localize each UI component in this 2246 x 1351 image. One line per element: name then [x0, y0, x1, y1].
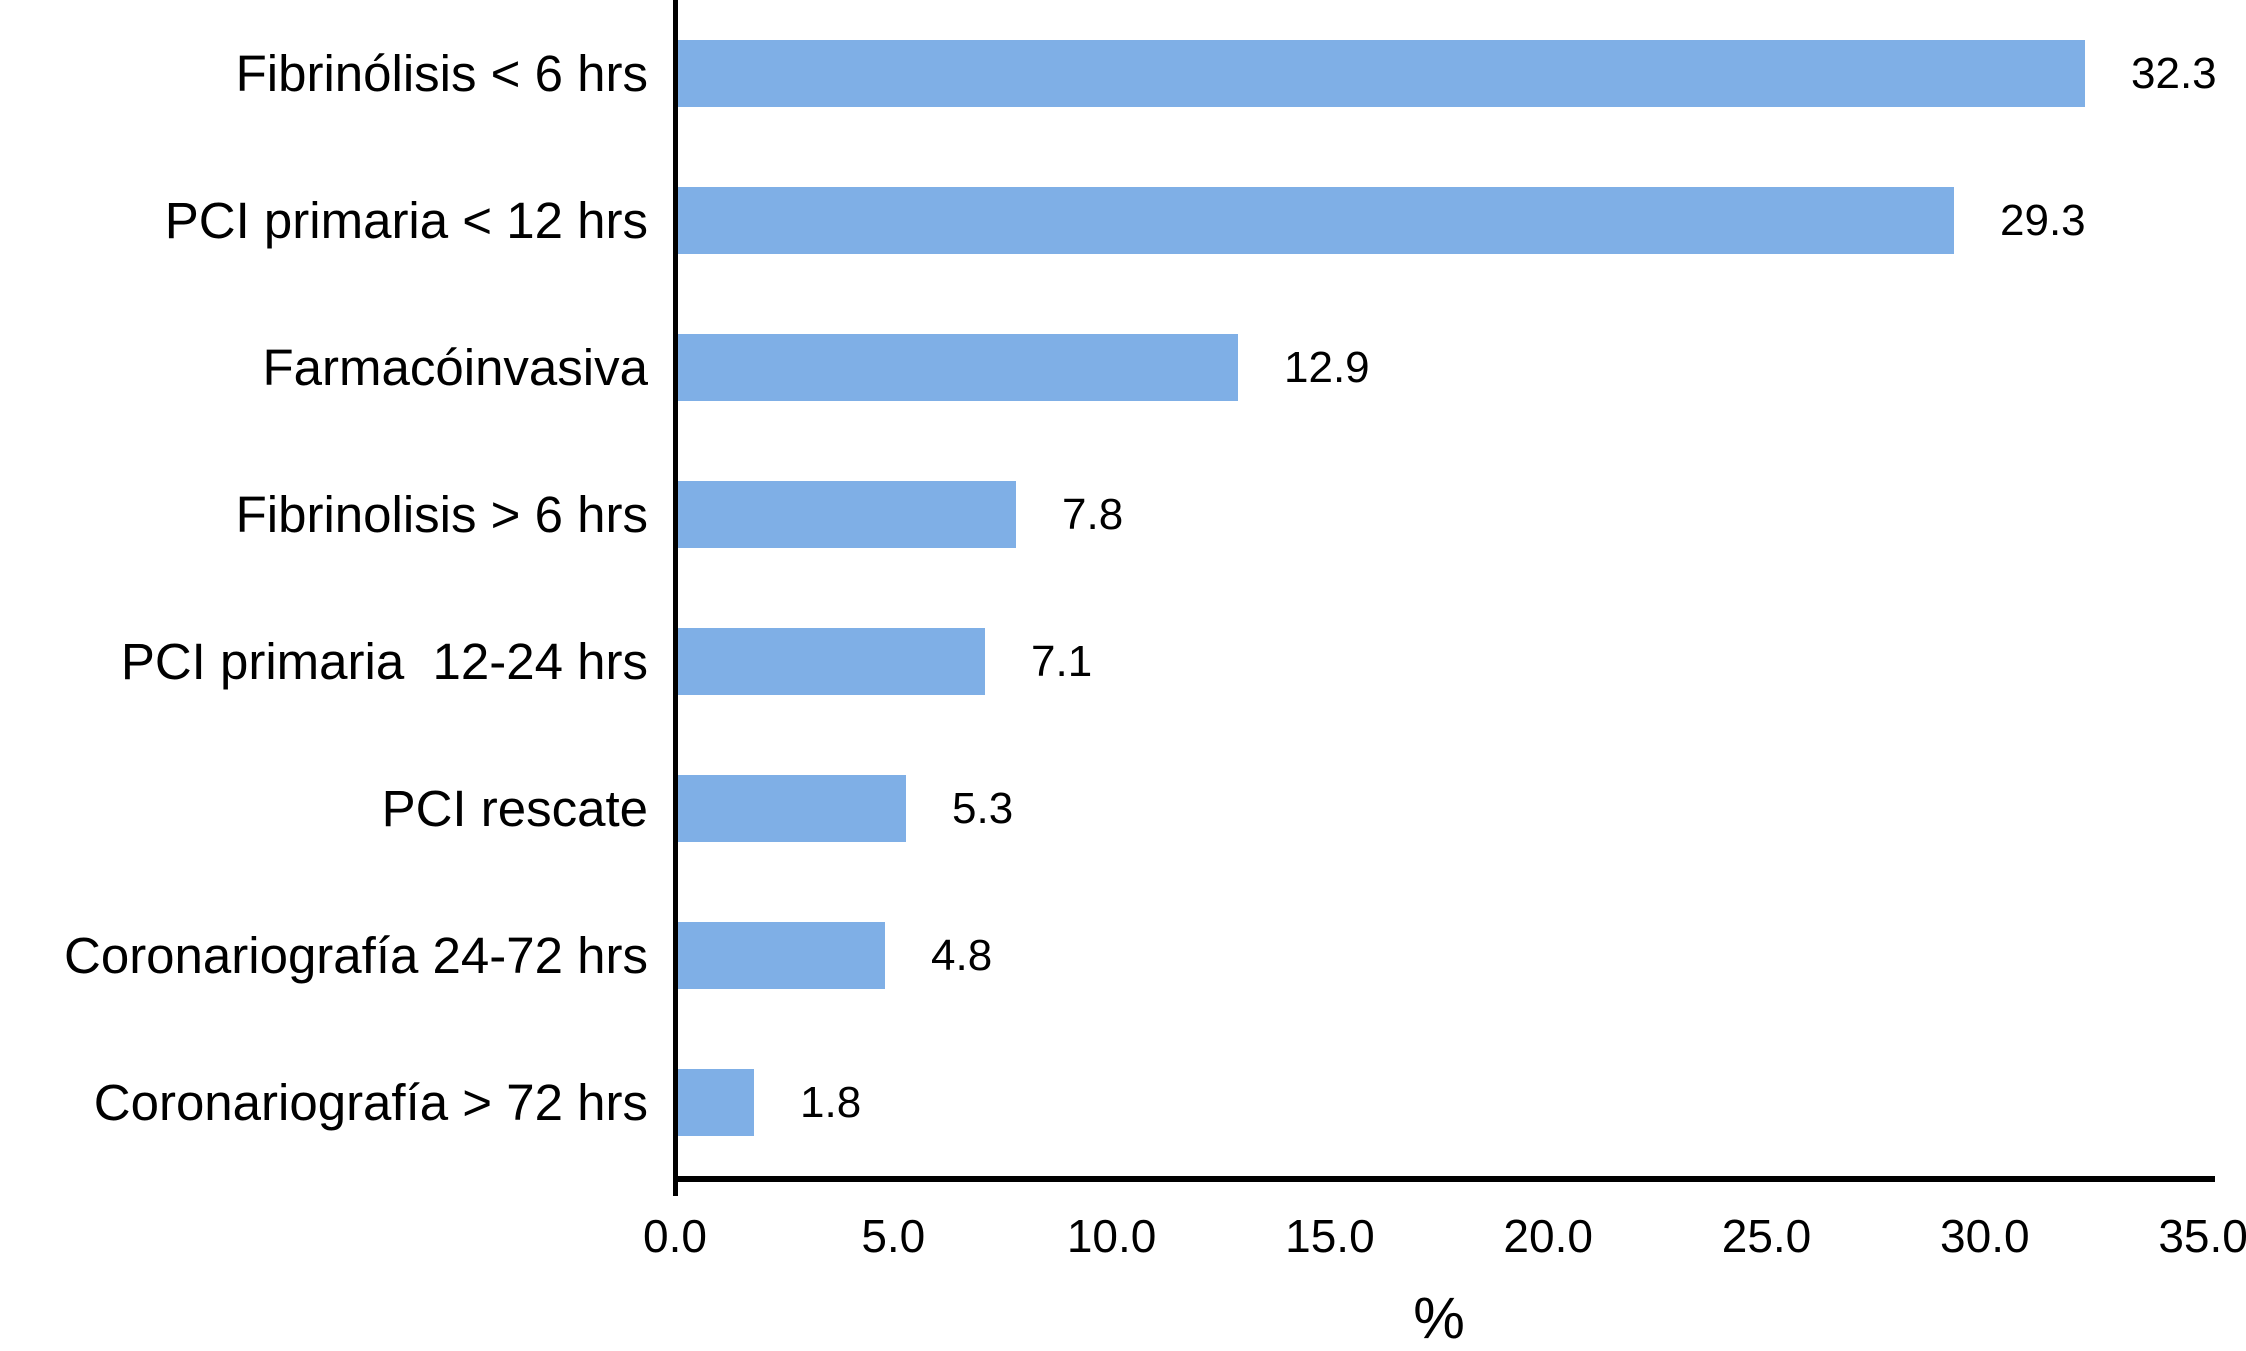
value-label: 7.8	[1062, 489, 1124, 539]
x-tick-label: 20.0	[1503, 1210, 1593, 1262]
category-label: Coronariografía 24-72 hrs	[64, 927, 648, 984]
value-label: 12.9	[1284, 342, 1370, 392]
category-label: Coronariografía > 72 hrs	[93, 1074, 648, 1131]
value-label: 1.8	[800, 1077, 862, 1127]
category-label: PCI rescate	[381, 780, 648, 837]
x-tick-label: 35.0	[2158, 1210, 2246, 1262]
category-label: PCI primaria 12-24 hrs	[120, 633, 648, 690]
bar	[675, 334, 1238, 401]
bar	[675, 1069, 754, 1136]
bar	[675, 40, 2085, 107]
value-label: 32.3	[2131, 48, 2217, 98]
category-label: Farmacóinvasiva	[262, 339, 648, 396]
x-axis-line	[673, 1176, 2215, 1182]
x-tick-label: 5.0	[861, 1210, 926, 1262]
bar	[675, 187, 1954, 254]
value-label: 29.3	[2000, 195, 2086, 245]
x-tick-label: 10.0	[1066, 1210, 1157, 1262]
x-tick-label: 15.0	[1285, 1210, 1375, 1262]
x-axis-title: %	[1413, 1286, 1465, 1351]
category-label: Fibrinólisis < 6 hrs	[235, 45, 648, 102]
value-label: 5.3	[952, 783, 1014, 833]
category-label: Fibrinolisis > 6 hrs	[235, 486, 648, 543]
x-tick-label: 0.0	[643, 1210, 707, 1262]
bar	[675, 775, 906, 842]
y-axis-line	[673, 0, 678, 1196]
x-tick-label: 30.0	[1940, 1210, 2030, 1262]
bar	[675, 628, 985, 695]
value-label: 7.1	[1031, 636, 1093, 686]
bar	[675, 481, 1016, 548]
x-tick-label: 25.0	[1721, 1210, 1812, 1262]
value-label: 4.8	[931, 930, 993, 980]
bar	[675, 922, 885, 989]
category-label: PCI primaria < 12 hrs	[164, 192, 648, 249]
